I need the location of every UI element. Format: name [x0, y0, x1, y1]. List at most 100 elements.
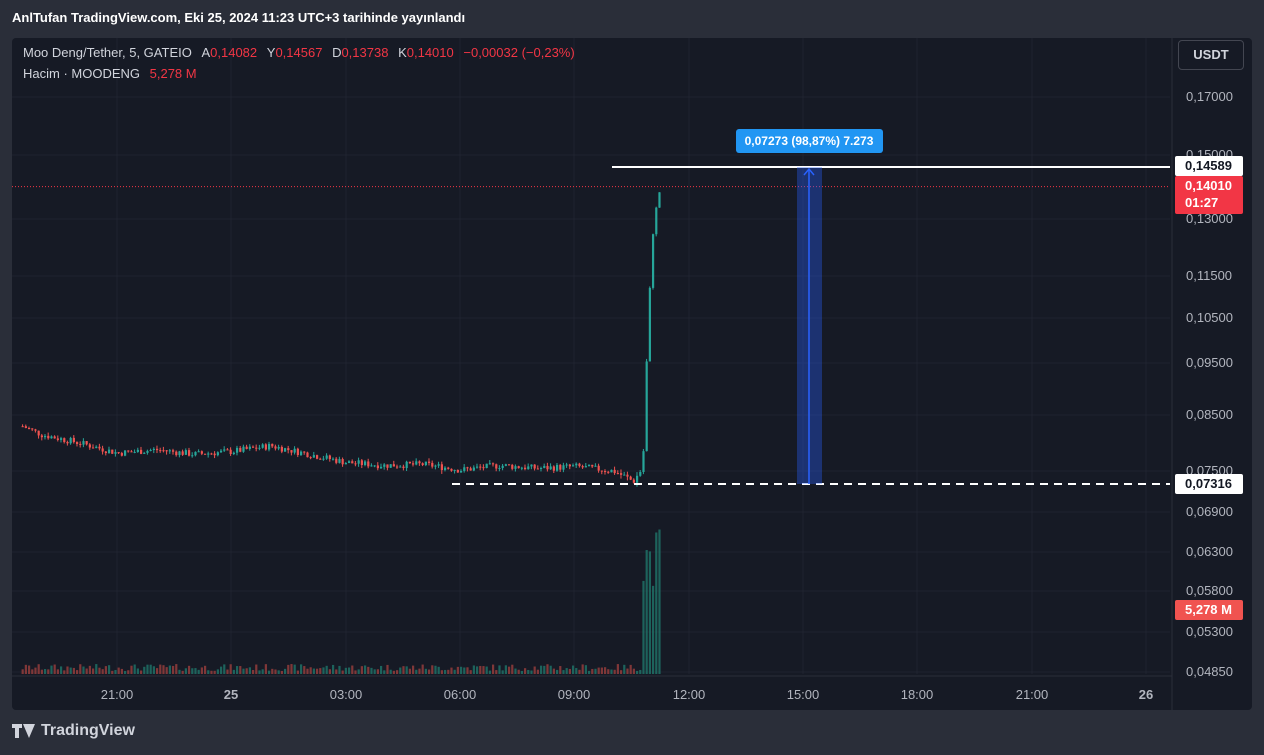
candle-body: [475, 466, 479, 468]
chart-panel[interactable]: 0,07273 (98,87%) 7.273 0,17000 0,15000 0,1…: [12, 38, 1252, 710]
candle-body: [79, 443, 82, 445]
volume-bar: [178, 669, 181, 674]
volume-bar: [370, 667, 373, 674]
volume-bars: [21, 529, 661, 674]
last-price-badge-box: [1175, 176, 1243, 214]
symbol-title[interactable]: Moo Deng/Tether, 5, GATEIO: [23, 45, 192, 60]
candle-body: [293, 448, 296, 453]
candle-body: [610, 469, 613, 473]
candle-body: [98, 446, 101, 449]
candle-body: [117, 452, 120, 454]
volume-bar: [479, 665, 482, 674]
high-value: 0,14567: [275, 45, 323, 60]
candle-body: [328, 455, 331, 460]
volume-bar: [485, 666, 488, 674]
candle-body: [399, 466, 402, 468]
candle-body: [645, 361, 648, 452]
candle-body: [440, 464, 443, 471]
candle-body: [139, 449, 143, 454]
candle-body: [248, 446, 251, 449]
volume-bar: [216, 669, 219, 674]
volume-bar: [171, 665, 175, 674]
candle-body: [543, 465, 546, 468]
candle-body: [146, 450, 149, 453]
candle-body: [479, 466, 482, 468]
high-price-badge-box: [1175, 156, 1243, 176]
price-tick-label: 0,06300: [1186, 544, 1233, 559]
candle-body: [549, 466, 552, 470]
volume-bar: [277, 670, 280, 674]
candle-body: [232, 452, 235, 454]
volume-bar: [274, 669, 277, 674]
price-tick-label: 0,13000: [1186, 211, 1233, 226]
candle-body: [571, 465, 575, 467]
candle-body: [632, 479, 635, 483]
candle-body: [75, 442, 79, 444]
volume-bar: [101, 669, 104, 674]
volume-bar: [565, 668, 568, 674]
volume-bar: [645, 550, 648, 674]
volume-bar: [69, 667, 72, 674]
volume-bar: [459, 666, 463, 674]
candle-body: [469, 468, 472, 471]
candle-body: [447, 467, 450, 469]
candle-body: [443, 467, 447, 471]
candle-body: [370, 465, 373, 467]
candle-body: [335, 458, 338, 463]
candle-body: [184, 450, 187, 455]
candle-body: [216, 452, 219, 456]
candle-body: [581, 466, 584, 468]
volume-bar: [299, 664, 303, 674]
volume-bar: [24, 664, 27, 674]
candle-body: [331, 458, 335, 460]
candle-body: [389, 464, 392, 468]
volume-label[interactable]: Hacim · MOODENG: [23, 66, 140, 81]
volume-bar: [543, 665, 546, 674]
volume-bar: [482, 666, 485, 674]
volume-bar: [47, 669, 50, 674]
candle-body: [303, 451, 306, 453]
volume-bar: [251, 670, 255, 674]
volume-bar: [114, 669, 117, 674]
time-tick-label: 21:00: [101, 687, 134, 702]
candle-body: [402, 466, 405, 469]
volume-bar: [539, 665, 543, 674]
volume-bar: [642, 580, 645, 674]
candle-body: [341, 459, 344, 465]
volume-bar: [546, 664, 549, 674]
volume-bar: [555, 669, 559, 674]
price-tick-label: 0,04850: [1186, 664, 1233, 679]
volume-bar: [418, 668, 421, 674]
volume-bar: [523, 668, 527, 674]
candle-body: [251, 446, 255, 448]
candle-body: [200, 451, 203, 454]
volume-bar: [504, 665, 507, 674]
volume-bar: [184, 668, 187, 674]
candle-body: [472, 467, 475, 471]
candle-body: [88, 444, 91, 448]
currency-button[interactable]: USDT: [1178, 40, 1244, 70]
volume-bar: [619, 670, 623, 674]
volume-bar: [639, 669, 642, 674]
candle-body: [562, 465, 565, 470]
volume-bar: [575, 668, 578, 674]
candle-body: [415, 461, 418, 465]
candle-body: [267, 443, 271, 450]
candle-body: [424, 461, 427, 466]
candle-body: [651, 234, 655, 288]
price-chart[interactable]: 0,07273 (98,87%) 7.273 0,170000,150000,1…: [12, 38, 1252, 710]
volume-bar: [207, 670, 210, 674]
candle-body: [597, 465, 600, 471]
volume-bar: [315, 668, 319, 674]
price-tick-label: 0,09500: [1186, 355, 1233, 370]
tradingview-logo[interactable]: TradingView: [12, 722, 135, 740]
candle-body: [523, 467, 527, 470]
candle-body: [155, 448, 159, 451]
candle-body: [642, 451, 645, 473]
close-label: K: [398, 45, 407, 60]
volume-bar: [603, 667, 607, 674]
volume-bar: [421, 664, 424, 674]
volume-bar: [287, 664, 290, 674]
candle-body: [488, 463, 491, 465]
volume-bar: [187, 665, 191, 674]
